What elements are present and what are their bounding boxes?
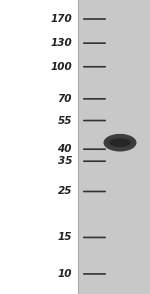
Text: 55: 55 <box>57 116 72 126</box>
Text: 15: 15 <box>57 233 72 243</box>
Ellipse shape <box>103 134 136 151</box>
Text: 70: 70 <box>57 94 72 104</box>
Text: 25: 25 <box>57 186 72 196</box>
Ellipse shape <box>109 138 131 147</box>
Text: 100: 100 <box>50 62 72 72</box>
Text: 35: 35 <box>57 156 72 166</box>
FancyBboxPatch shape <box>78 0 150 294</box>
Text: 40: 40 <box>57 144 72 154</box>
Text: 170: 170 <box>50 14 72 24</box>
Text: 130: 130 <box>50 38 72 48</box>
Text: 10: 10 <box>57 269 72 279</box>
FancyBboxPatch shape <box>0 0 78 294</box>
